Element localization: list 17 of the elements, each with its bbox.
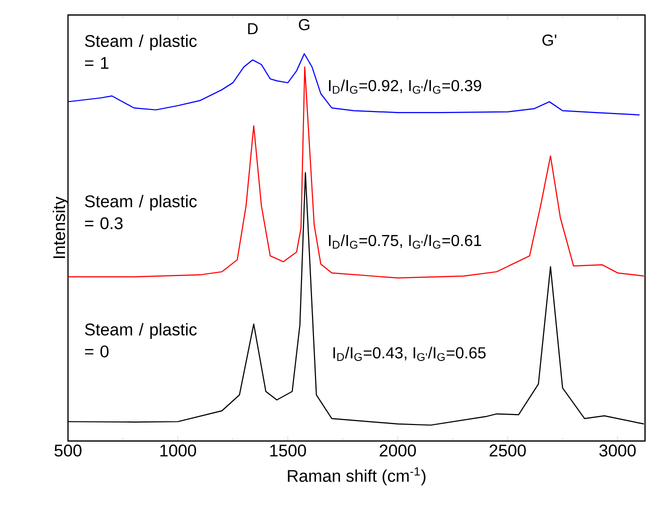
text: G' (542, 34, 556, 46)
y-axis-title: Intensity (52, 196, 68, 258)
x-tick-label: 2000 (380, 444, 416, 457)
text: D (248, 23, 258, 34)
x-tick-label: 2500 (490, 444, 526, 457)
text: Steam / plastic = 0.3 (85, 194, 197, 230)
series-label: Steam / plastic = 1 (85, 34, 197, 69)
text: G (298, 19, 310, 30)
x-tick-label: 500 (54, 444, 82, 457)
text: Steam / plastic = 0 (85, 323, 197, 358)
x-tick-label: 1000 (160, 444, 196, 457)
x-tick-label: 3000 (599, 444, 636, 457)
text: I$_{D}$/I$_{G}$=0.75, I$_{G'}$/I$_{G}$=0.61 (329, 234, 482, 249)
text: I$_{D}$/I$_{G}$=0.43, I$_{G'}$/I$_{G}$=0.65 (333, 346, 486, 361)
text: I$_{D}$/I$_{G}$=0.92, I$_{G'}$/I$_{G}$=0.39 (329, 80, 482, 94)
x-axis-title: Raman shift (cm$^{-1}$) (288, 467, 426, 486)
x-tick-label: 1500 (270, 444, 306, 457)
